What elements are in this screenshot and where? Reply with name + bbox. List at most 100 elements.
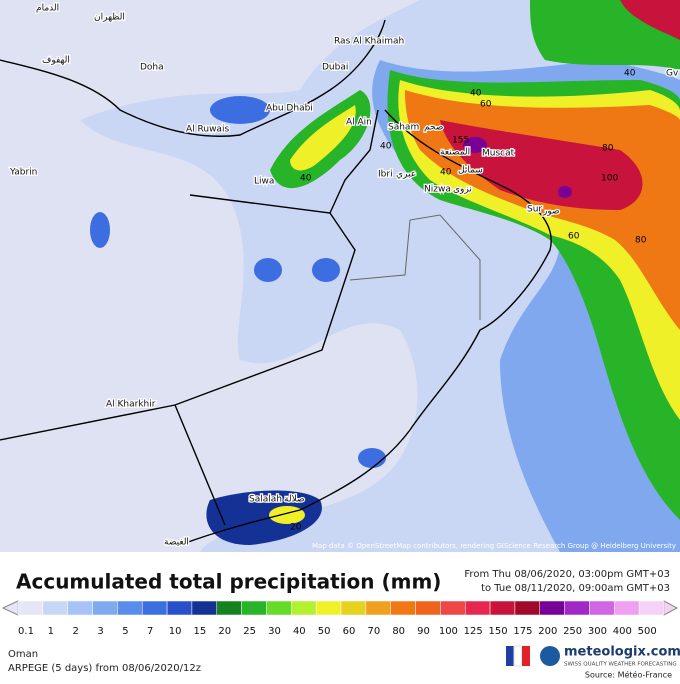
rain-peak xyxy=(558,186,572,198)
contour-label: 80 xyxy=(602,144,614,154)
legend-swatch xyxy=(464,600,491,616)
city-label: المصنعة xyxy=(440,148,470,158)
legend-label: 90 xyxy=(417,626,430,637)
legend-label: 2 xyxy=(73,626,79,637)
city-label: Yabrin xyxy=(9,168,37,178)
city-label: Al Ruwais xyxy=(186,125,229,135)
city-label: Gv xyxy=(666,69,679,79)
borders xyxy=(0,19,552,546)
legend-swatch xyxy=(42,600,68,616)
legend-swatch xyxy=(638,600,665,616)
footer: Accumulated total precipitation (mm) Fro… xyxy=(8,569,680,680)
title: Accumulated total precipitation (mm) xyxy=(16,570,441,594)
brand: meteologix.com xyxy=(564,645,680,660)
legend-swatch xyxy=(291,600,317,616)
legend-swatch xyxy=(489,600,516,616)
city-label: Sur xyxy=(527,205,542,215)
legend-swatch xyxy=(390,600,416,616)
rain-red xyxy=(440,120,643,210)
contour-label: 60 xyxy=(568,232,580,242)
contour-label: 40 xyxy=(300,174,312,184)
city-label: الدمام xyxy=(36,4,59,14)
city-label: الظهران xyxy=(94,13,125,23)
legend-label: 400 xyxy=(613,626,632,637)
legend-swatch xyxy=(365,600,391,616)
city-label: Doha xyxy=(140,63,164,73)
legend-swatch xyxy=(315,600,342,616)
legend-label: 500 xyxy=(638,626,657,637)
legend-label: 25 xyxy=(243,626,256,637)
city-label: Nizwa xyxy=(424,185,451,195)
legend-arrow-high xyxy=(663,600,679,616)
regional-borders xyxy=(349,214,481,320)
french-flag xyxy=(506,645,530,667)
legend-label: 80 xyxy=(392,626,405,637)
time-to: to Tue 08/11/2020, 09:00am GMT+03 xyxy=(481,583,670,594)
contour-label: 40 xyxy=(470,89,482,99)
contour-label: 60 xyxy=(480,100,492,110)
city-label: Al Kharkhir xyxy=(106,400,156,410)
model-run: ARPEGE (5 days) from 08/06/2020/12z xyxy=(8,663,201,674)
tagline: SWISS QUALITY WEATHER FORECASTING xyxy=(564,662,677,668)
legend-swatch xyxy=(17,600,44,616)
city-label: Salalah xyxy=(249,495,282,505)
legend-label: 200 xyxy=(538,626,557,637)
rain-cells xyxy=(90,96,386,468)
legend-label: 60 xyxy=(343,626,356,637)
legend-swatch xyxy=(166,600,193,616)
legend-arrow-low xyxy=(1,600,19,616)
city-label: صور xyxy=(542,207,560,217)
city-label: Al Ain xyxy=(346,118,372,128)
legend-swatch xyxy=(614,600,640,616)
legend-label: 5 xyxy=(122,626,128,637)
map-attribution: Map data © OpenStreetMap contributors, r… xyxy=(312,542,676,550)
legend-swatch xyxy=(67,600,93,616)
legend-swatch xyxy=(340,600,367,616)
city-label: Saham xyxy=(388,123,419,133)
city-label: نزوى xyxy=(453,185,472,195)
legend-label: 50 xyxy=(318,626,331,637)
rain-red-north xyxy=(620,0,680,40)
legend-label: 3 xyxy=(97,626,103,637)
legend-label: 10 xyxy=(169,626,182,637)
logo xyxy=(540,646,560,666)
legend-label: 30 xyxy=(268,626,281,637)
city-label: Dubai xyxy=(322,63,348,73)
city-label: صحم xyxy=(424,123,443,133)
city-label: Ras Al Khaimah xyxy=(334,37,404,47)
legend-swatch xyxy=(216,600,242,616)
legend-swatch xyxy=(117,600,143,616)
legend-label: 100 xyxy=(439,626,458,637)
legend-label: 300 xyxy=(588,626,607,637)
legend-swatch xyxy=(266,600,292,616)
legend-label: 150 xyxy=(489,626,508,637)
rain-salalah xyxy=(206,490,322,545)
legend-swatch xyxy=(241,600,267,616)
rain-salalah-peak xyxy=(269,506,305,524)
contour-label: 20 xyxy=(290,523,302,533)
source: Source: Météo-France xyxy=(585,670,672,680)
city-label: عبري xyxy=(396,170,416,180)
city-label: الغيضة xyxy=(164,538,189,548)
map: Map data © OpenStreetMap contributors, r… xyxy=(0,0,680,552)
legend-swatch xyxy=(92,600,118,616)
legend-swatch xyxy=(514,600,541,616)
city-label: Ibri xyxy=(378,170,393,180)
legend-label: 125 xyxy=(464,626,483,637)
region: Oman xyxy=(8,649,38,660)
legend-swatch xyxy=(191,600,218,616)
legend-label: 70 xyxy=(367,626,380,637)
legend-swatch xyxy=(589,600,615,616)
city-label: Liwa xyxy=(254,177,274,187)
rain-yellow-uae xyxy=(290,105,356,171)
city-label: Abu Dhabi xyxy=(266,104,313,114)
legend-label: 7 xyxy=(147,626,153,637)
legend-label: 15 xyxy=(194,626,207,637)
city-label: الهفوف xyxy=(42,56,70,66)
city-label: Muscat xyxy=(482,149,515,159)
legend-label: 40 xyxy=(293,626,306,637)
legend-swatch xyxy=(415,600,441,616)
contour-label: 100 xyxy=(601,174,618,184)
time-from: From Thu 08/06/2020, 03:00pm GMT+03 xyxy=(464,569,670,580)
